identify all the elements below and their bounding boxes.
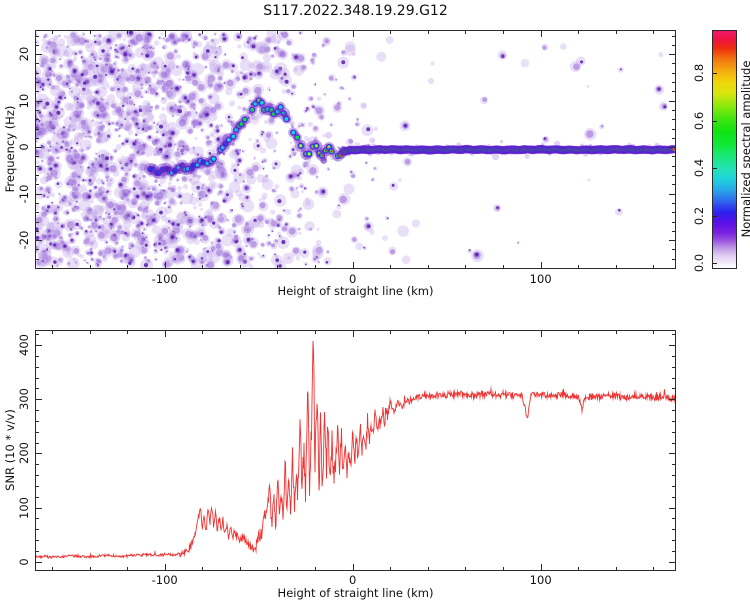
tick-label: 100	[17, 496, 31, 519]
tick-label: -20	[17, 230, 31, 250]
tick-label: 0.2	[692, 206, 706, 225]
tick-label: -10	[17, 184, 31, 204]
tick-label: -100	[151, 272, 178, 286]
tick-label: 300	[17, 388, 31, 411]
tick-label: 0.8	[692, 63, 706, 83]
colorbar-tick	[713, 168, 717, 169]
plot-title: S117.2022.348.19.29.G12	[263, 3, 448, 19]
colorbar-tick	[713, 215, 717, 217]
tick-label: 0	[17, 558, 31, 566]
tick-label: 0	[17, 143, 31, 151]
colorbar-tick	[713, 120, 717, 122]
tick-label: 10	[17, 93, 31, 108]
tick-label: 100	[529, 272, 552, 286]
tick-label: 20	[17, 46, 31, 62]
top-ylabel: Frequency (Hz)	[3, 105, 17, 193]
tick-label: 200	[17, 442, 31, 465]
colorbar-tick	[713, 263, 717, 264]
colorbar-label: Normalized spectral amplitude	[739, 60, 750, 238]
tick-label: -100	[151, 573, 178, 587]
snr-canvas	[35, 330, 676, 571]
tick-label: 0	[349, 272, 357, 286]
tick-label: 400	[17, 334, 31, 357]
bottom-xlabel: Height of straight line (km)	[277, 586, 434, 600]
top-xlabel: Height of straight line (km)	[277, 284, 434, 298]
colorbar-tick	[713, 73, 717, 74]
colorbar	[712, 30, 737, 269]
tick-label: 100	[529, 573, 552, 587]
bottom-ylabel: SNR (10 * v/v)	[3, 409, 17, 491]
spectrogram-canvas	[35, 30, 676, 269]
tick-label: 0.4	[692, 158, 706, 178]
tick-label: 0.6	[692, 111, 706, 130]
tick-label: 0	[349, 573, 357, 587]
tick-label: 0.0	[692, 253, 706, 273]
